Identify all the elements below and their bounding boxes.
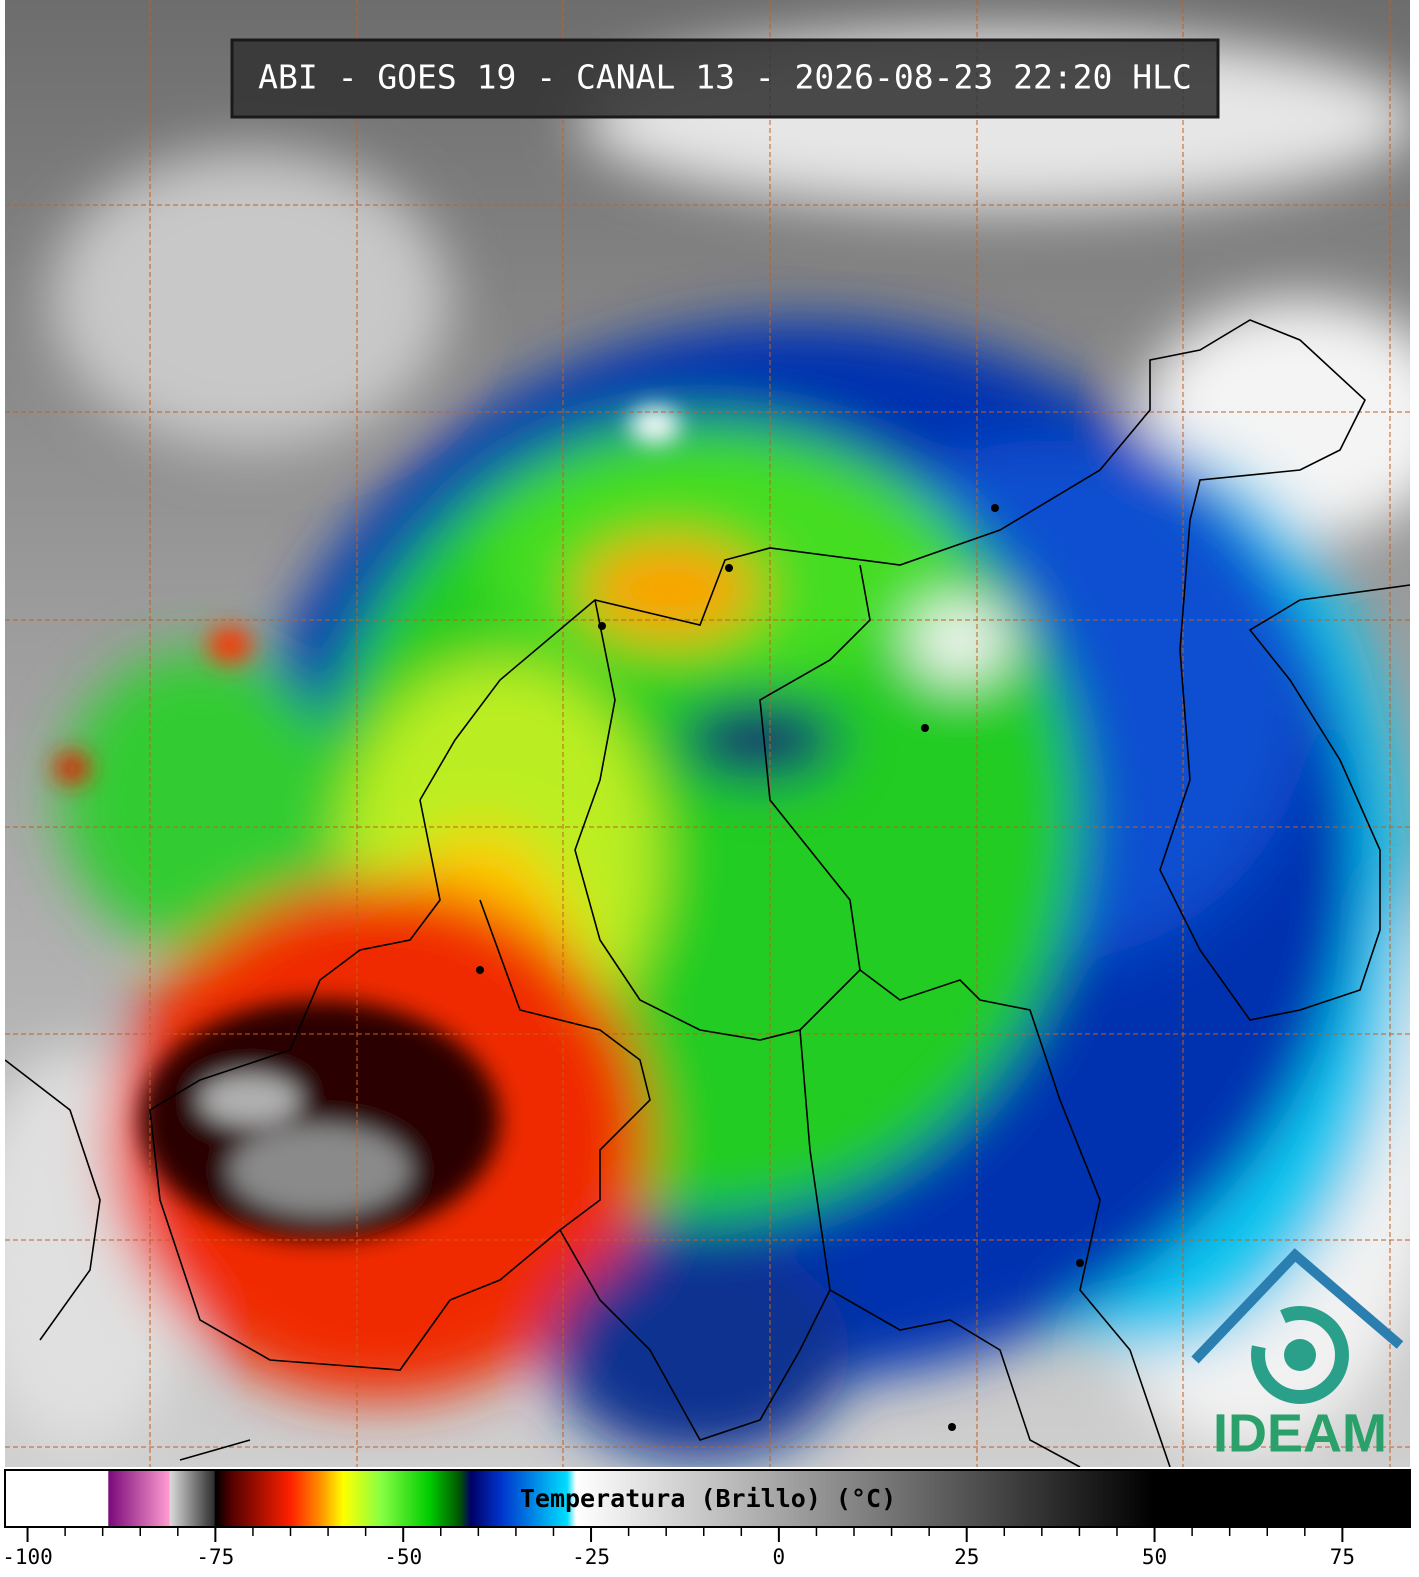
tick-label: -25: [572, 1545, 610, 1569]
logo-text: IDEAM: [1213, 1403, 1387, 1463]
colorbar: [4, 1469, 1411, 1528]
tick-label: -50: [384, 1545, 422, 1569]
tick-label: -100: [2, 1545, 53, 1569]
logo: IDEAM: [1191, 1248, 1404, 1463]
tick-label: 25: [954, 1545, 979, 1569]
satellite-map: [5, 0, 1410, 1467]
colorbar-label: Temperatura (Brillo) (°C): [520, 1484, 896, 1513]
tick-label: -75: [196, 1545, 234, 1569]
city-points: [476, 504, 1084, 1431]
tick-label: 0: [773, 1545, 786, 1569]
title: ABI - GOES 19 - CANAL 13 - 2026-08-23 22…: [258, 58, 1192, 97]
borders: [5, 319, 1410, 1467]
title-box: [230, 38, 1220, 119]
tick-label: 50: [1142, 1545, 1167, 1569]
tick-label: 75: [1330, 1545, 1355, 1569]
colorbar-ticks: -100 -75 -50 -25 0 25 50 75: [2, 1527, 1355, 1569]
